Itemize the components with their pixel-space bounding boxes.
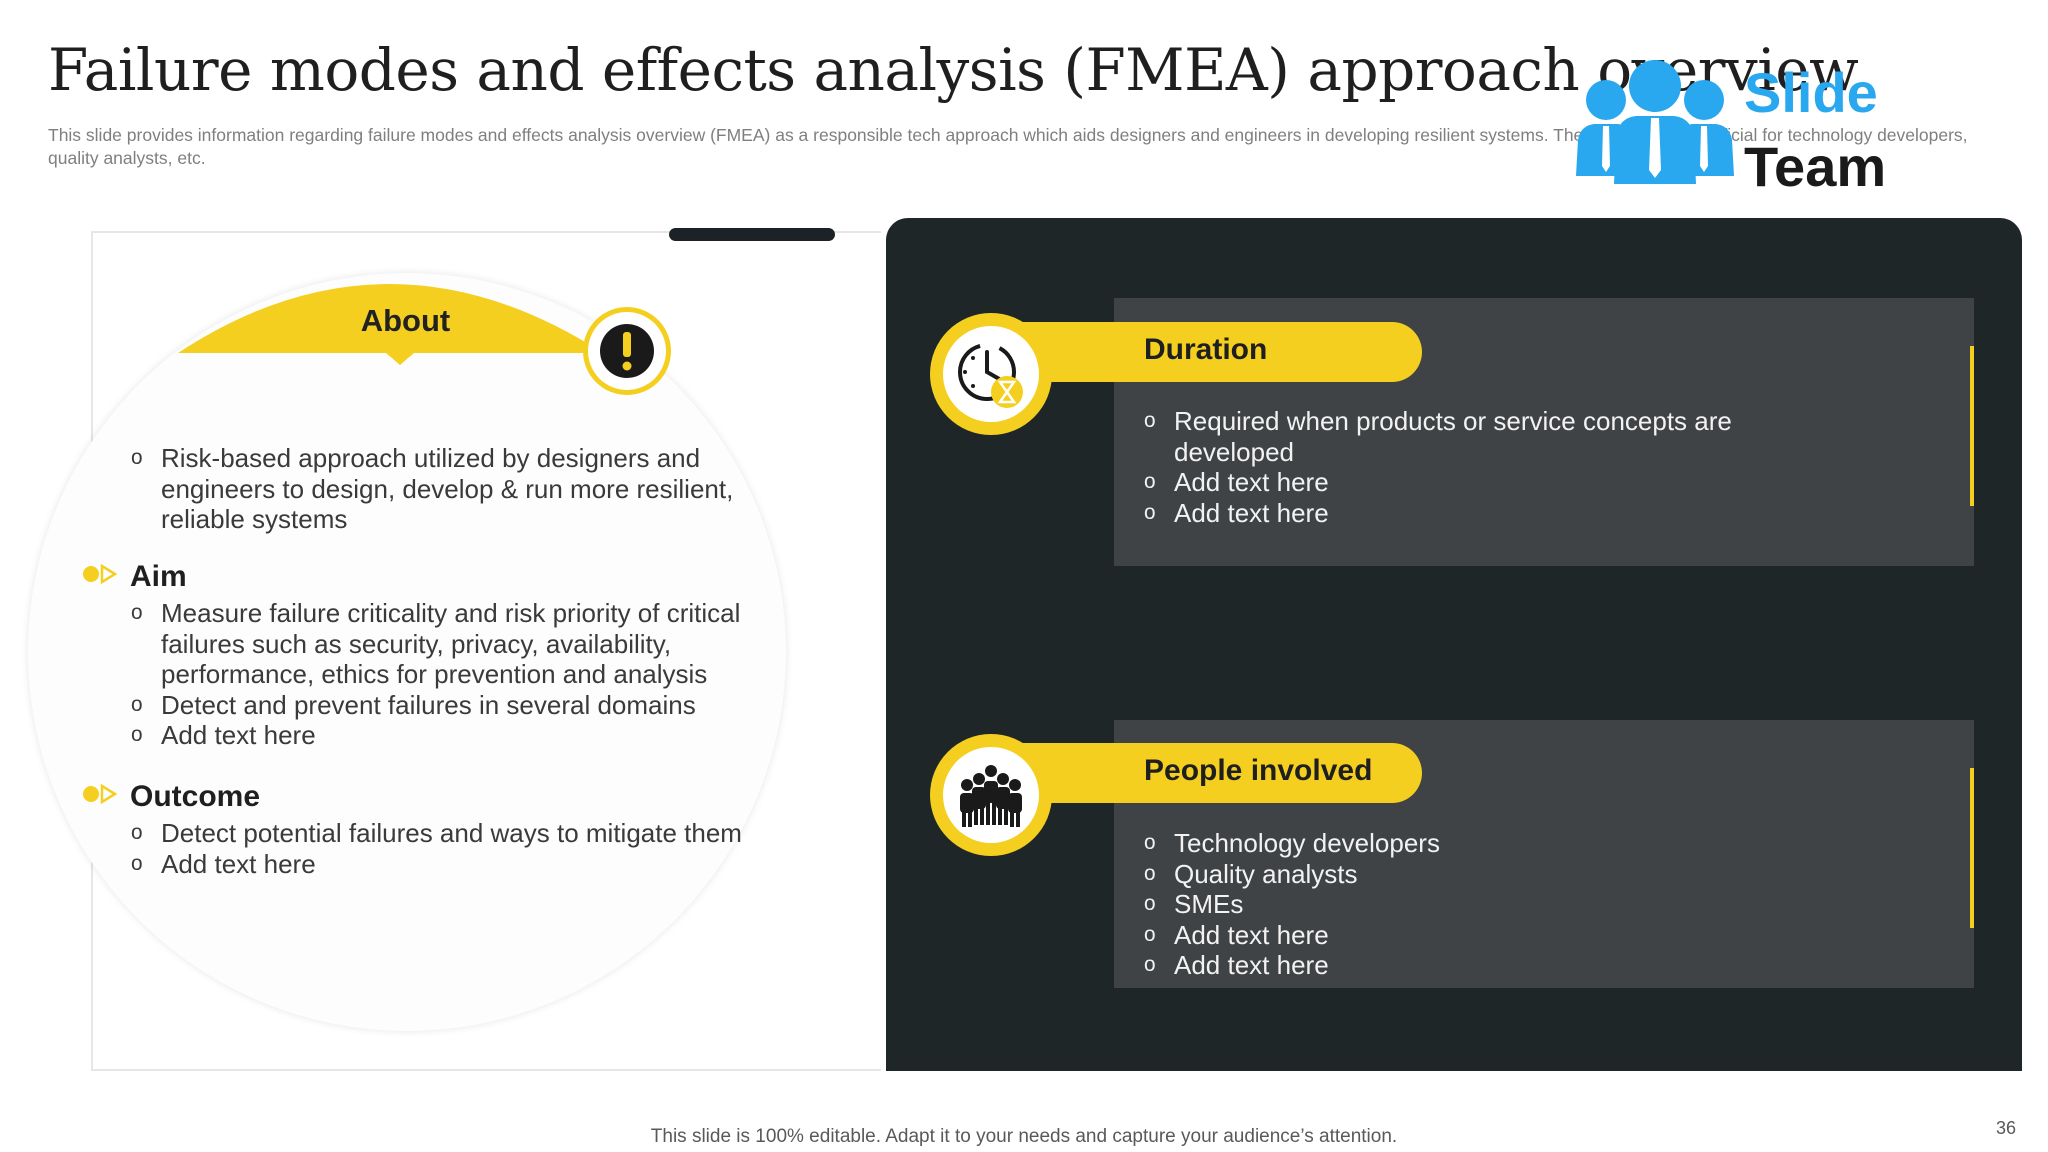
people-card-accent — [1970, 768, 1974, 928]
people-icon-inner — [943, 747, 1039, 843]
aim-heading: Aim — [130, 560, 187, 593]
duration-card-accent — [1970, 346, 1974, 506]
exclamation-icon — [583, 307, 671, 395]
list-item: Risk-based approach utilized by designer… — [131, 443, 751, 535]
outcome-heading: Outcome — [130, 780, 261, 813]
page-number: 36 — [1996, 1118, 2017, 1138]
logo-word-slide: Slide — [1744, 61, 1878, 124]
people-label: People involved — [1144, 754, 1373, 787]
list-item: Add text here — [1144, 920, 1744, 951]
list-item: Detect and prevent failures in several d… — [131, 690, 771, 721]
slide-footer: This slide is 100% editable. Adapt it to… — [650, 1126, 1398, 1147]
people-header-pill — [1000, 743, 1422, 803]
about-tab-shape — [178, 284, 603, 365]
duration-list: Required when products or service concep… — [1144, 406, 1744, 528]
list-item: Add text here — [1144, 498, 1744, 529]
team-people-icon — [1576, 60, 1734, 184]
aim-list: Measure failure criticality and risk pri… — [131, 598, 771, 751]
clock-hourglass-icon — [958, 343, 1023, 408]
list-item: Add text here — [1144, 950, 1744, 981]
about-list: Risk-based approach utilized by designer… — [131, 443, 751, 535]
list-item: Add text here — [1144, 467, 1744, 498]
people-icon-badge — [930, 734, 1052, 856]
outcome-list: Detect potential failures and ways to mi… — [131, 818, 771, 879]
duration-icon-inner — [943, 326, 1039, 422]
list-item: Detect potential failures and ways to mi… — [131, 818, 771, 849]
duration-label: Duration — [1144, 333, 1268, 366]
outcome-marker-icon — [83, 784, 118, 804]
list-item: Quality analysts — [1144, 859, 1744, 890]
left-panel-accent-bar — [669, 228, 835, 241]
aim-marker-icon — [83, 564, 118, 584]
people-list: Technology developers Quality analysts S… — [1144, 828, 1744, 981]
about-tab: About — [178, 275, 633, 365]
slide-subtitle: This slide provides information regardin… — [48, 125, 1968, 168]
list-item: Required when products or service concep… — [1144, 406, 1744, 467]
group-people-icon — [960, 765, 1022, 827]
list-item: Measure failure criticality and risk pri… — [131, 598, 771, 690]
duration-icon-badge — [930, 313, 1052, 435]
slideteam-logo: Slide Team — [1570, 56, 1890, 198]
logo-word-team: Team — [1744, 135, 1887, 198]
about-label: About — [360, 303, 451, 338]
list-item: Technology developers — [1144, 828, 1744, 859]
slide-title: Failure modes and effects analysis (FMEA… — [48, 36, 1859, 104]
list-item: SMEs — [1144, 889, 1744, 920]
duration-header-pill — [1000, 322, 1422, 382]
list-item: Add text here — [131, 849, 771, 880]
list-item: Add text here — [131, 720, 771, 751]
